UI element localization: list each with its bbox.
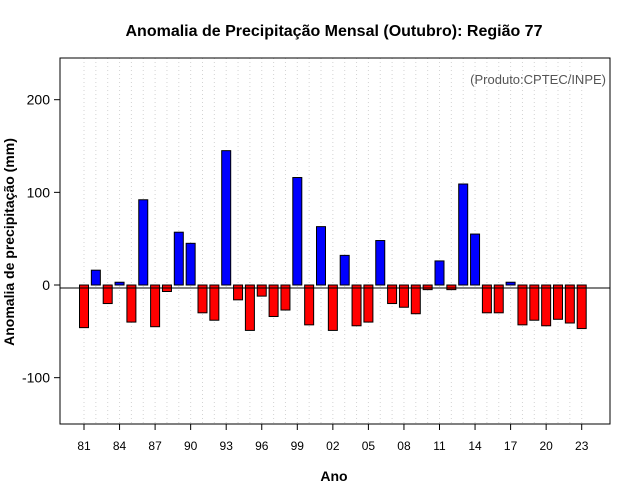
bar-2006: [375, 240, 386, 286]
bar-1986: [138, 199, 149, 286]
bar-1996: [256, 284, 267, 297]
bar-2013: [458, 183, 469, 286]
bar-2022: [564, 284, 575, 324]
plot-frame: [59, 57, 611, 425]
x-tick-label: 90: [184, 439, 198, 453]
bar-1989: [173, 231, 184, 286]
bar-2009: [410, 284, 421, 315]
bar-2007: [387, 284, 398, 305]
bar-1997: [268, 284, 279, 318]
x-tick-label: 20: [539, 439, 553, 453]
bar-2019: [529, 284, 540, 321]
x-tick-label: 17: [504, 439, 518, 453]
bar-1990: [185, 242, 196, 286]
bar-2023: [576, 284, 587, 330]
bar-1994: [233, 284, 244, 301]
x-tick-label: 96: [255, 439, 269, 453]
x-tick-label: 93: [220, 439, 234, 453]
bar-1991: [197, 284, 208, 314]
x-tick-label: 81: [77, 439, 91, 453]
bar-2014: [470, 233, 481, 286]
x-tick-label: 84: [113, 439, 127, 453]
y-axis: -100 0 100 200: [22, 92, 60, 386]
x-axis-label: Ano: [320, 468, 347, 484]
x-tick-label: 87: [148, 439, 162, 453]
bar-1995: [244, 284, 255, 331]
bar-2005: [363, 284, 374, 323]
x-tick-label: 05: [362, 439, 376, 453]
bar-2021: [553, 284, 563, 320]
bar-2001: [316, 226, 326, 286]
bar-2000: [304, 284, 315, 326]
y-tick-label: -100: [22, 370, 50, 386]
bar-2011: [434, 260, 445, 286]
y-tick-label: 100: [27, 184, 51, 200]
x-tick-label: 11: [433, 439, 446, 453]
y-axis-label: Anomalia de precipitação (mm): [1, 138, 17, 346]
x-tick-label: 23: [575, 439, 589, 453]
x-tick-label: 14: [468, 439, 482, 453]
bar-1987: [150, 284, 161, 328]
bar-1992: [209, 284, 220, 321]
bar-2015: [481, 284, 492, 314]
bar-1993: [221, 150, 232, 286]
bar-1984: [114, 281, 125, 286]
bar-2018: [517, 284, 528, 326]
x-tick-label: 08: [397, 439, 411, 453]
bar-2012: [446, 284, 457, 291]
x-axis: 81 84 87 90 93 96 99 02 05 08 11 14 17 20 23: [77, 424, 589, 453]
bar-1981: [79, 284, 89, 329]
bar-2004: [351, 284, 362, 327]
bar-1982: [90, 269, 101, 286]
bar-2020: [541, 284, 552, 327]
credit-annotation: (Produto:CPTEC/INPE): [470, 72, 606, 87]
x-tick-label: 02: [326, 439, 340, 453]
y-tick-label: 0: [42, 277, 50, 293]
bar-2003: [339, 254, 350, 286]
bar-2002: [327, 284, 338, 331]
bar-2008: [398, 284, 409, 308]
bar-1985: [126, 284, 137, 323]
bar-1983: [102, 284, 113, 305]
bar-1998: [280, 284, 291, 311]
x-tick-label: 99: [291, 439, 305, 453]
bars: [79, 150, 587, 331]
bar-1999: [292, 177, 303, 286]
bar-2010: [422, 284, 433, 291]
bar-2017: [505, 281, 516, 286]
y-tick-label: 200: [27, 92, 51, 108]
grid-lines: [83, 58, 583, 424]
chart-title: Anomalia de Precipitação Mensal (Outubro…: [126, 23, 543, 40]
bar-2016: [493, 284, 504, 314]
